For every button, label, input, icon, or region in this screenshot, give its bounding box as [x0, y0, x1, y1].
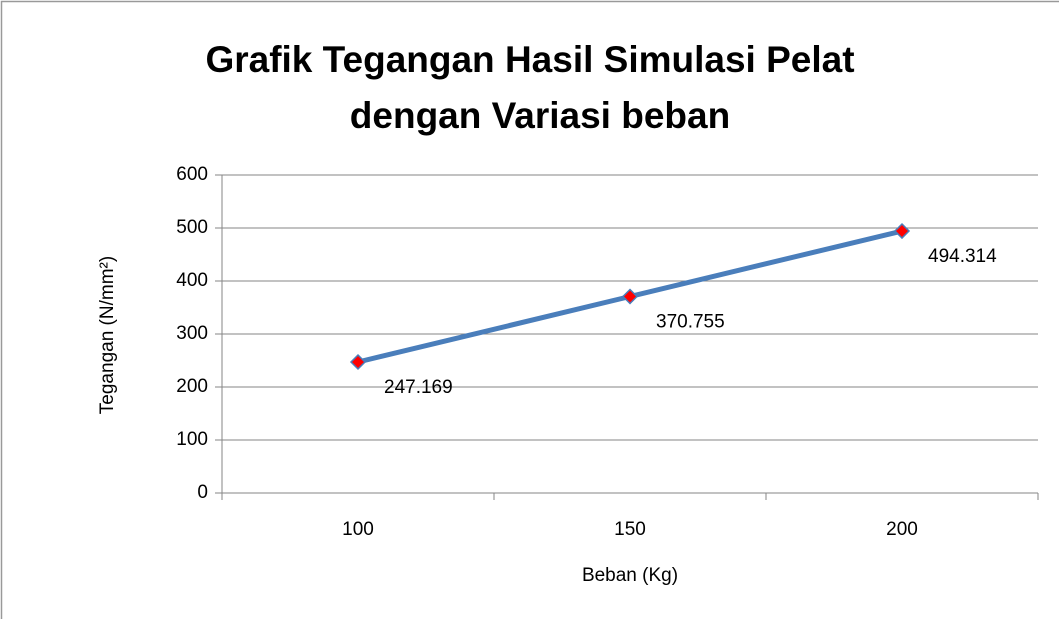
- data-marker: [349, 353, 367, 371]
- y-tick-label: 0: [197, 482, 208, 503]
- y-tick-label: 400: [176, 270, 208, 291]
- data-marker: [893, 222, 911, 240]
- y-axis-label: Tegangan (N/mm²): [97, 256, 118, 414]
- y-tick-label: 300: [176, 323, 208, 344]
- y-tick-label: 200: [176, 376, 208, 397]
- x-tick-label: 100: [342, 519, 374, 540]
- x-axis-label: Beban (Kg): [582, 565, 678, 586]
- y-tick-label: 500: [176, 217, 208, 238]
- data-label: 247.169: [384, 377, 453, 398]
- chart-title: dengan Variasi beban: [350, 95, 730, 136]
- x-tick-label: 150: [614, 519, 646, 540]
- y-tick-label: 600: [176, 164, 208, 185]
- x-tick-label: 200: [886, 519, 918, 540]
- data-marker: [621, 288, 639, 305]
- chart-title: Grafik Tegangan Hasil Simulasi Pelat: [205, 39, 854, 80]
- data-label: 494.314: [928, 246, 997, 267]
- y-tick-label: 100: [176, 429, 208, 450]
- data-label: 370.755: [656, 312, 725, 333]
